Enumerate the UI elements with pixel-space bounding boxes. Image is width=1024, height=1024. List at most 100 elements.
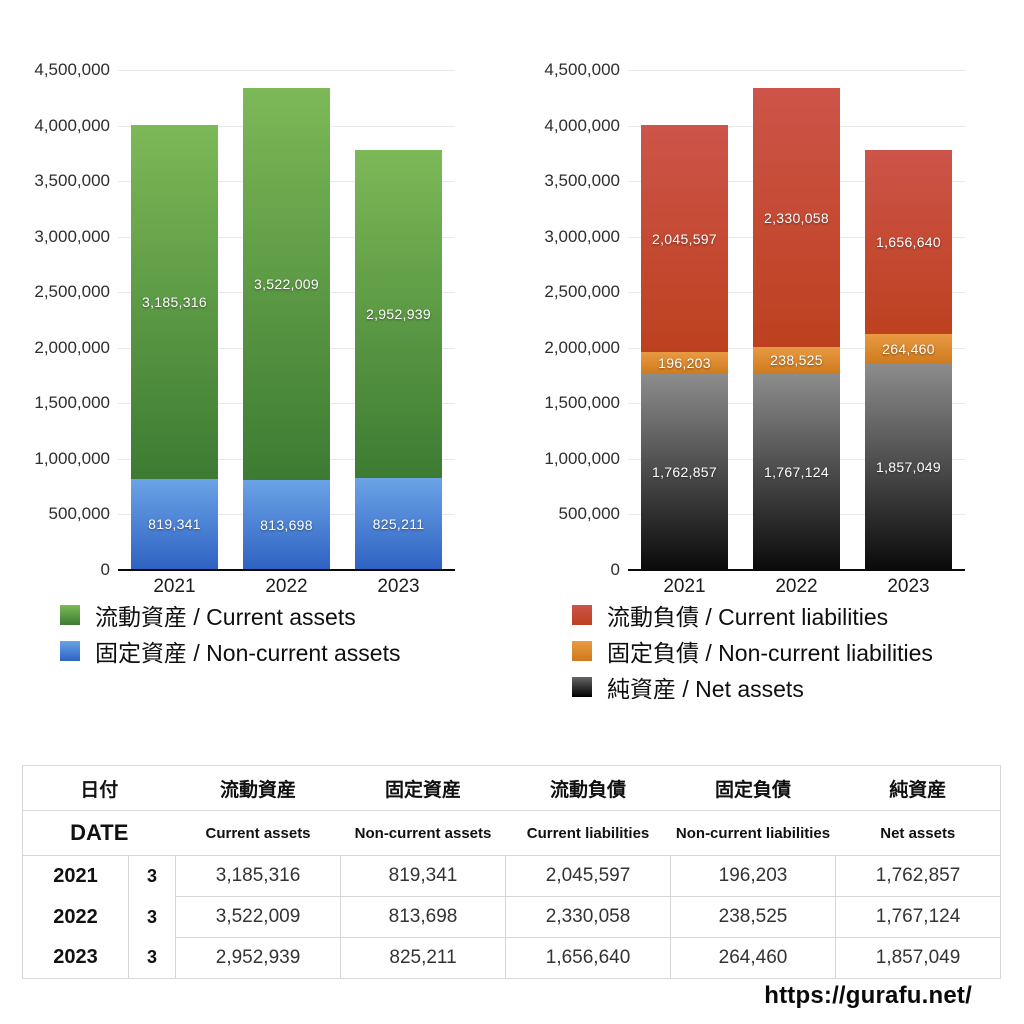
- bar-value-label: 1,656,640: [876, 234, 941, 251]
- bar-value-label: 825,211: [372, 516, 425, 533]
- x-axis-line: [628, 569, 965, 571]
- x-axis-category-label: 2021: [153, 576, 196, 597]
- bar-value-label: 2,330,058: [764, 209, 829, 226]
- table-cell-value: 1,767,124: [835, 896, 1001, 938]
- y-axis-tick-label: 3,500,000: [544, 171, 620, 191]
- bar-segment: 2,330,058: [753, 88, 840, 348]
- bar-value-label: 813,698: [260, 516, 313, 533]
- bar-value-label: 1,857,049: [876, 458, 941, 475]
- legend-swatch: [60, 605, 80, 625]
- bar-segment: 2,952,939: [355, 150, 442, 479]
- table-header-cell: Current liabilities: [505, 810, 671, 856]
- bar-segment: 819,341: [131, 478, 218, 570]
- legend-swatch: [572, 605, 592, 625]
- liabilities-legend: 流動負債 / Current liabilities 固定負債 / Non-cur…: [534, 598, 1004, 704]
- bar-segment: 1,767,124: [753, 373, 840, 570]
- y-axis-tick-label: 4,500,000: [544, 60, 620, 79]
- liabilities-plot-area: 1,762,857 196,203 2,045,597 2021 1,767,124 23…: [628, 70, 965, 597]
- y-axis-tick-label: 4,000,000: [34, 115, 110, 135]
- table-cell-year: 2022: [22, 896, 129, 938]
- y-axis-tick-label: 1,500,000: [544, 393, 620, 413]
- x-axis-category-label: 2023: [377, 576, 420, 597]
- x-axis-category-label: 2023: [887, 576, 930, 597]
- table-body: 2021 3 3,185,316 819,341 2,045,597 196,203 1,7…: [22, 855, 1001, 979]
- table-header-cell: Net assets: [835, 810, 1001, 856]
- table-cell-value: 3,522,009: [175, 896, 341, 938]
- legend-label: 固定負債 / Non-current liabilities: [607, 640, 933, 666]
- bar-segment: 3,522,009: [243, 88, 330, 480]
- table-header-cell: 流動資産: [175, 765, 341, 811]
- table-header-row: DATE Current assets Non-current assets Curr…: [22, 810, 1001, 856]
- table-cell-month: 3: [128, 855, 177, 897]
- legend-item: 流動負債 / Current liabilities: [572, 598, 1004, 632]
- table-row: 2023 3 2,952,939 825,211 1,656,640 264,460 1,8…: [22, 937, 1001, 979]
- table-header-cell: 日付: [22, 765, 176, 811]
- table-cell-value: 1,762,857: [835, 855, 1001, 897]
- legend-item: 流動資産 / Current assets: [60, 598, 492, 632]
- table-header-cell: 固定資産: [340, 765, 506, 811]
- table-cell-value: 264,460: [670, 937, 836, 979]
- bar-value-label: 819,341: [148, 516, 201, 533]
- table-header-cell: 純資産: [835, 765, 1001, 811]
- table-cell-year: 2023: [22, 937, 129, 979]
- table-cell-month: 3: [128, 896, 177, 938]
- liabilities-plot-row: 4,500,000 4,000,000 3,500,000 3,000,000 2,50…: [534, 52, 1004, 597]
- liabilities-stacked-bar-chart: 4,500,000 4,000,000 3,500,000 3,000,000 2,50…: [534, 52, 1004, 706]
- y-axis-tick-label: 1,000,000: [34, 448, 110, 468]
- x-axis-category-label: 2022: [775, 576, 818, 597]
- table-cell-value: 1,857,049: [835, 937, 1001, 979]
- legend-swatch: [572, 677, 592, 697]
- table-cell-value: 1,656,640: [505, 937, 671, 979]
- bar-value-label: 196,203: [658, 355, 711, 372]
- legend-label: 固定資産 / Non-current assets: [95, 640, 401, 666]
- table-header-cell: Non-current liabilities: [670, 810, 836, 856]
- liabilities-y-axis: 4,500,000 4,000,000 3,500,000 3,000,000 2,50…: [534, 60, 628, 579]
- table-cell-value: 2,952,939: [175, 937, 341, 979]
- table-row: 2022 3 3,522,009 813,698 2,330,058 238,525 1,7…: [22, 896, 1001, 938]
- gridline: [628, 70, 965, 71]
- legend-label: 流動資産 / Current assets: [95, 604, 356, 630]
- table-cell-month: 3: [128, 937, 177, 979]
- bar-value-label: 2,952,939: [366, 306, 431, 323]
- y-axis-tick-label: 500,000: [558, 504, 620, 524]
- legend-item: 純資産 / Net assets: [572, 670, 1004, 704]
- legend-item: 固定負債 / Non-current liabilities: [572, 634, 1004, 668]
- bar-value-label: 264,460: [882, 340, 935, 357]
- x-axis-category-label: 2021: [663, 576, 706, 597]
- table-cell-year: 2021: [22, 855, 129, 897]
- assets-y-axis: 4,500,000 4,000,000 3,500,000 3,000,000 2,50…: [22, 60, 118, 579]
- table-head: 日付 流動資産 固定資産 流動負債 固定負債 純資産 DATE Current assets N…: [22, 765, 1001, 856]
- site-url[interactable]: https://gurafu.net/: [764, 982, 972, 1009]
- table-cell-value: 825,211: [340, 937, 506, 979]
- y-axis-tick-label: 1,500,000: [34, 393, 110, 413]
- assets-plot-area: 819,341 3,185,316 2021 813,698 3,522,009 2022…: [118, 70, 455, 597]
- table-row: 2021 3 3,185,316 819,341 2,045,597 196,203 1,7…: [22, 855, 1001, 897]
- y-axis-tick-label: 3,000,000: [544, 226, 620, 246]
- table-header-row: 日付 流動資産 固定資産 流動負債 固定負債 純資産: [22, 765, 1001, 811]
- y-axis-tick-label: 1,000,000: [544, 448, 620, 468]
- assets-plot-row: 4,500,000 4,000,000 3,500,000 3,000,000 2,50…: [22, 52, 492, 597]
- legend-item: 固定資産 / Non-current assets: [60, 634, 492, 668]
- assets-legend: 流動資産 / Current assets 固定資産 / Non-current …: [22, 598, 492, 668]
- table-cell-value: 238,525: [670, 896, 836, 938]
- bar-segment: 1,656,640: [865, 150, 952, 335]
- table-header-cell: Non-current assets: [340, 810, 506, 856]
- table-cell-value: 2,330,058: [505, 896, 671, 938]
- table-cell-value: 3,185,316: [175, 855, 341, 897]
- legend-label: 流動負債 / Current liabilities: [607, 604, 889, 630]
- bar-segment: 238,525: [753, 347, 840, 374]
- y-axis-tick-label: 2,500,000: [544, 282, 620, 302]
- table-header-cell: 流動負債: [505, 765, 671, 811]
- table-header-cell: DATE: [22, 810, 176, 856]
- legend-swatch: [572, 641, 592, 661]
- bar-segment: 3,185,316: [131, 125, 218, 479]
- y-axis-tick-label: 2,000,000: [544, 337, 620, 357]
- y-axis-tick-label: 3,500,000: [34, 171, 110, 191]
- legend-swatch: [60, 641, 80, 661]
- balance-sheet-table: 日付 流動資産 固定資産 流動負債 固定負債 純資産 DATE Current assets N…: [22, 765, 1002, 979]
- y-axis-tick-label: 4,000,000: [544, 115, 620, 135]
- y-axis-tick-label: 2,500,000: [34, 282, 110, 302]
- legend-label: 純資産 / Net assets: [607, 676, 804, 702]
- bar-value-label: 1,762,857: [652, 464, 717, 481]
